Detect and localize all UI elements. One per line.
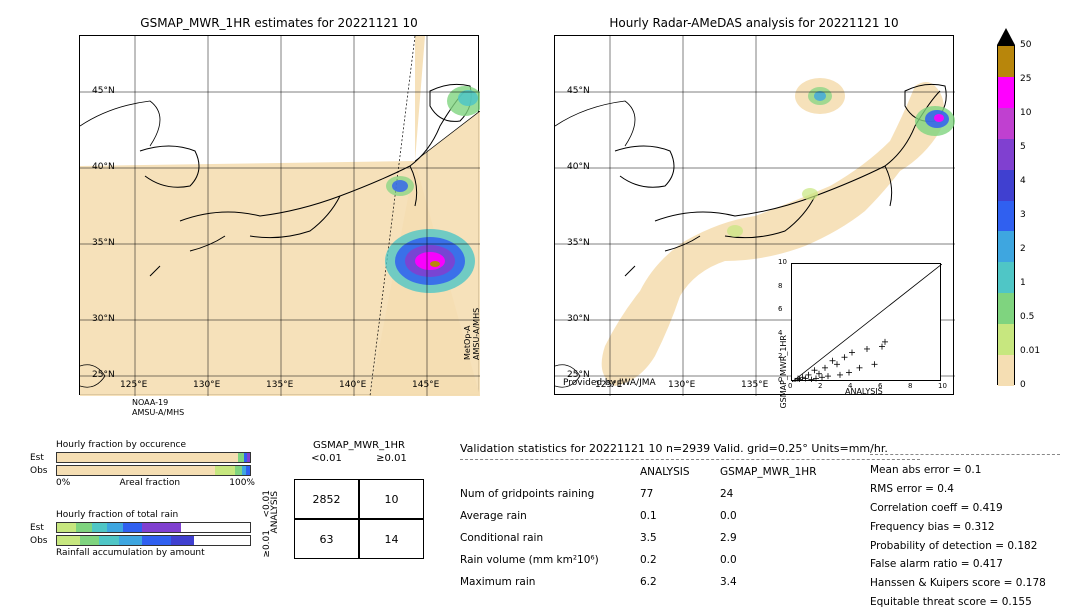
ct-11: 14 [359, 519, 424, 559]
tick: 130°E [193, 380, 220, 390]
scatter-svg [792, 264, 942, 382]
tick: 125°E [595, 380, 622, 390]
ct-col0: <0.01 [294, 451, 359, 465]
val-colB: GSMAP_MWR_1HR [720, 466, 840, 478]
ct-10: 63 [294, 519, 359, 559]
tick: 140°E [339, 380, 366, 390]
totalrain-bars: Hourly fraction of total rain EstObs Rai… [30, 510, 255, 560]
sat-label-2: AMSU-A/MHS [132, 408, 184, 417]
colorbar-over-arrow [997, 28, 1015, 45]
validation-metrics: Mean abs error = 0.1RMS error = 0.4Corre… [870, 452, 1060, 612]
validation-stats: Validation statistics for 20221121 10 n=… [460, 442, 920, 588]
inset-ylabel: GSMAP_MWR_1HR [779, 335, 788, 409]
tick: 135°E [266, 380, 293, 390]
tick: 35°N [567, 238, 590, 248]
occ-x-label: Areal fraction [119, 478, 180, 488]
right-map-panel: Provided by JWA/JMA [554, 35, 954, 395]
contingency-table: GSMAP_MWR_1HR <0.01 ≥0.01 ANALYSIS 2852 … [270, 440, 424, 559]
tick: 40°N [567, 162, 590, 172]
occ-title: Hourly fraction by occurence [56, 440, 255, 450]
tick: 130°E [668, 380, 695, 390]
tick: 45°N [92, 86, 115, 96]
ct-00: 2852 [294, 479, 359, 519]
ct-rowaxis: ANALYSIS [270, 491, 294, 533]
tick: 25°N [567, 370, 590, 380]
sat-label-1: NOAA-19 [132, 398, 168, 407]
colorbar [997, 45, 1015, 385]
side-sat-label: MetOp-A AMSU-A/MHS [463, 308, 481, 360]
ct-col1: ≥0.01 [359, 451, 424, 465]
occ-x-left: 0% [56, 478, 70, 488]
ct-01: 10 [359, 479, 424, 519]
tot-title: Hourly fraction of total rain [56, 510, 255, 520]
tick: 40°N [92, 162, 115, 172]
tick: 125°E [120, 380, 147, 390]
ct-title: GSMAP_MWR_1HR [294, 440, 424, 451]
left-map-svg [80, 36, 480, 396]
tick: 30°N [92, 314, 115, 324]
tick: 145°E [412, 380, 439, 390]
tick: 25°N [92, 370, 115, 380]
ct-rowlab1: ≥0.01 [262, 530, 272, 558]
ct-row0 [278, 488, 288, 491]
occ-x-right: 100% [229, 478, 255, 488]
scatter-inset [791, 263, 941, 381]
tick: 135°E [741, 380, 768, 390]
occurrence-bars: Hourly fraction by occurence EstObs 0% A… [30, 440, 255, 488]
tick: 45°N [567, 86, 590, 96]
val-title: Validation statistics for 20221121 10 n=… [460, 442, 920, 455]
tick: 30°N [567, 314, 590, 324]
left-map-title: GSMAP_MWR_1HR estimates for 20221121 10 [79, 16, 479, 30]
val-colA: ANALYSIS [640, 466, 720, 478]
tot-footer: Rainfall accumulation by amount [56, 548, 255, 558]
tick: 35°N [92, 238, 115, 248]
ct-rowlab0: <0.01 [262, 490, 272, 518]
left-map-panel [79, 35, 479, 395]
right-map-title: Hourly Radar-AMeDAS analysis for 2022112… [554, 16, 954, 30]
